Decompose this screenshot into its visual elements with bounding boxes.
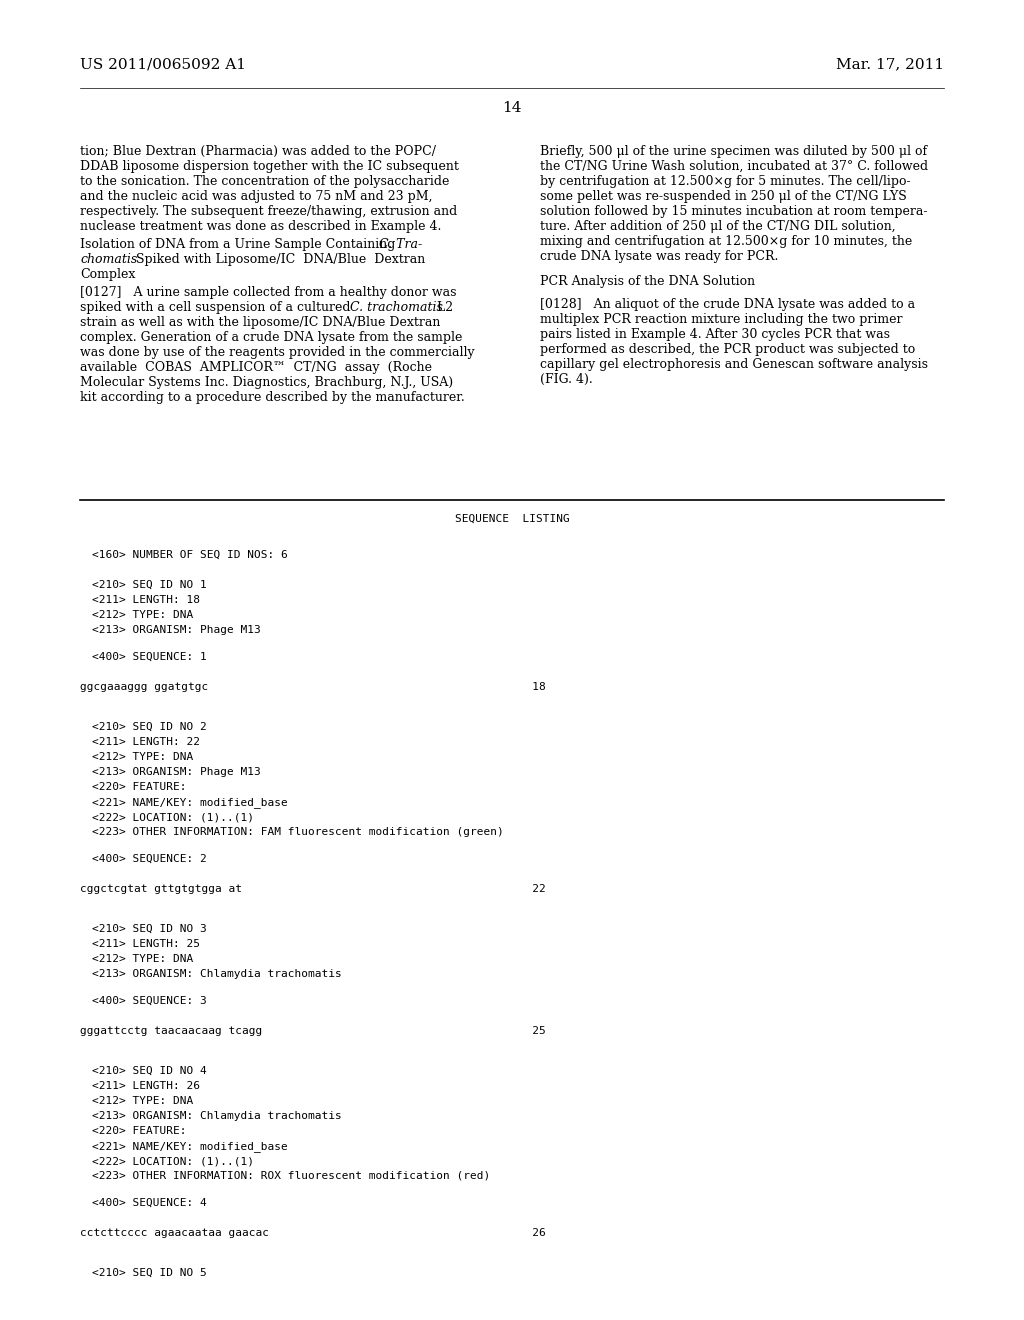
Text: SEQUENCE  LISTING: SEQUENCE LISTING bbox=[455, 513, 569, 524]
Text: ture. After addition of 250 μl of the CT/NG DIL solution,: ture. After addition of 250 μl of the CT… bbox=[540, 220, 896, 234]
Text: Isolation of DNA from a Urine Sample Containing: Isolation of DNA from a Urine Sample Con… bbox=[80, 238, 399, 251]
Text: the CT/NG Urine Wash solution, incubated at 37° C. followed: the CT/NG Urine Wash solution, incubated… bbox=[540, 160, 928, 173]
Text: Complex: Complex bbox=[80, 268, 135, 281]
Text: <212> TYPE: DNA: <212> TYPE: DNA bbox=[92, 610, 194, 620]
Text: Mar. 17, 2011: Mar. 17, 2011 bbox=[836, 57, 944, 71]
Text: <210> SEQ ID NO 4: <210> SEQ ID NO 4 bbox=[92, 1067, 207, 1076]
Text: multiplex PCR reaction mixture including the two primer: multiplex PCR reaction mixture including… bbox=[540, 313, 902, 326]
Text: performed as described, the PCR product was subjected to: performed as described, the PCR product … bbox=[540, 343, 915, 356]
Text: <160> NUMBER OF SEQ ID NOS: 6: <160> NUMBER OF SEQ ID NOS: 6 bbox=[92, 550, 288, 560]
Text: nuclease treatment was done as described in Example 4.: nuclease treatment was done as described… bbox=[80, 220, 441, 234]
Text: <222> LOCATION: (1)..(1): <222> LOCATION: (1)..(1) bbox=[92, 812, 254, 822]
Text: (FIG. 4).: (FIG. 4). bbox=[540, 374, 593, 385]
Text: respectively. The subsequent freeze/thawing, extrusion and: respectively. The subsequent freeze/thaw… bbox=[80, 205, 458, 218]
Text: chomatis: chomatis bbox=[80, 253, 137, 267]
Text: <210> SEQ ID NO 5: <210> SEQ ID NO 5 bbox=[92, 1269, 207, 1278]
Text: <223> OTHER INFORMATION: ROX fluorescent modification (red): <223> OTHER INFORMATION: ROX fluorescent… bbox=[92, 1171, 490, 1181]
Text: <400> SEQUENCE: 3: <400> SEQUENCE: 3 bbox=[92, 997, 207, 1006]
Text: <213> ORGANISM: Chlamydia trachomatis: <213> ORGANISM: Chlamydia trachomatis bbox=[92, 969, 342, 979]
Text: Spiked with Liposome/IC  DNA/Blue  Dextran: Spiked with Liposome/IC DNA/Blue Dextran bbox=[132, 253, 425, 267]
Text: tion; Blue Dextran (Pharmacia) was added to the POPC/: tion; Blue Dextran (Pharmacia) was added… bbox=[80, 145, 436, 158]
Text: C. Tra-: C. Tra- bbox=[379, 238, 422, 251]
Text: [0128]   An aliquot of the crude DNA lysate was added to a: [0128] An aliquot of the crude DNA lysat… bbox=[540, 298, 915, 312]
Text: DDAB liposome dispersion together with the IC subsequent: DDAB liposome dispersion together with t… bbox=[80, 160, 459, 173]
Text: [0127]   A urine sample collected from a healthy donor was: [0127] A urine sample collected from a h… bbox=[80, 286, 457, 300]
Text: by centrifugation at 12.500×g for 5 minutes. The cell/lipo-: by centrifugation at 12.500×g for 5 minu… bbox=[540, 176, 910, 187]
Text: was done by use of the reagents provided in the commercially: was done by use of the reagents provided… bbox=[80, 346, 475, 359]
Text: <213> ORGANISM: Chlamydia trachomatis: <213> ORGANISM: Chlamydia trachomatis bbox=[92, 1111, 342, 1121]
Text: <211> LENGTH: 26: <211> LENGTH: 26 bbox=[92, 1081, 200, 1092]
Text: <210> SEQ ID NO 2: <210> SEQ ID NO 2 bbox=[92, 722, 207, 733]
Text: <220> FEATURE:: <220> FEATURE: bbox=[92, 781, 186, 792]
Text: complex. Generation of a crude DNA lysate from the sample: complex. Generation of a crude DNA lysat… bbox=[80, 331, 463, 345]
Text: gggattcctg taacaacaag tcagg                                        25: gggattcctg taacaacaag tcagg 25 bbox=[80, 1026, 546, 1036]
Text: <211> LENGTH: 22: <211> LENGTH: 22 bbox=[92, 737, 200, 747]
Text: Molecular Systems Inc. Diagnostics, Brachburg, N.J., USA): Molecular Systems Inc. Diagnostics, Brac… bbox=[80, 376, 454, 389]
Text: <400> SEQUENCE: 4: <400> SEQUENCE: 4 bbox=[92, 1199, 207, 1208]
Text: crude DNA lysate was ready for PCR.: crude DNA lysate was ready for PCR. bbox=[540, 249, 778, 263]
Text: 14: 14 bbox=[502, 102, 522, 115]
Text: <220> FEATURE:: <220> FEATURE: bbox=[92, 1126, 186, 1137]
Text: available  COBAS  AMPLICOR™  CT/NG  assay  (Roche: available COBAS AMPLICOR™ CT/NG assay (R… bbox=[80, 360, 432, 374]
Text: solution followed by 15 minutes incubation at room tempera-: solution followed by 15 minutes incubati… bbox=[540, 205, 928, 218]
Text: <211> LENGTH: 18: <211> LENGTH: 18 bbox=[92, 595, 200, 605]
Text: <223> OTHER INFORMATION: FAM fluorescent modification (green): <223> OTHER INFORMATION: FAM fluorescent… bbox=[92, 828, 504, 837]
Text: to the sonication. The concentration of the polysaccharide: to the sonication. The concentration of … bbox=[80, 176, 450, 187]
Text: strain as well as with the liposome/IC DNA/Blue Dextran: strain as well as with the liposome/IC D… bbox=[80, 315, 440, 329]
Text: cggctcgtat gttgtgtgga at                                           22: cggctcgtat gttgtgtgga at 22 bbox=[80, 884, 546, 894]
Text: cctcttcccc agaacaataa gaacac                                       26: cctcttcccc agaacaataa gaacac 26 bbox=[80, 1228, 546, 1238]
Text: kit according to a procedure described by the manufacturer.: kit according to a procedure described b… bbox=[80, 391, 465, 404]
Text: <222> LOCATION: (1)..(1): <222> LOCATION: (1)..(1) bbox=[92, 1156, 254, 1166]
Text: <210> SEQ ID NO 3: <210> SEQ ID NO 3 bbox=[92, 924, 207, 935]
Text: PCR Analysis of the DNA Solution: PCR Analysis of the DNA Solution bbox=[540, 275, 755, 288]
Text: Briefly, 500 μl of the urine specimen was diluted by 500 μl of: Briefly, 500 μl of the urine specimen wa… bbox=[540, 145, 927, 158]
Text: <400> SEQUENCE: 2: <400> SEQUENCE: 2 bbox=[92, 854, 207, 865]
Text: pairs listed in Example 4. After 30 cycles PCR that was: pairs listed in Example 4. After 30 cycl… bbox=[540, 327, 890, 341]
Text: <400> SEQUENCE: 1: <400> SEQUENCE: 1 bbox=[92, 652, 207, 663]
Text: <221> NAME/KEY: modified_base: <221> NAME/KEY: modified_base bbox=[92, 797, 288, 808]
Text: L2: L2 bbox=[433, 301, 454, 314]
Text: <221> NAME/KEY: modified_base: <221> NAME/KEY: modified_base bbox=[92, 1140, 288, 1152]
Text: <212> TYPE: DNA: <212> TYPE: DNA bbox=[92, 752, 194, 762]
Text: ggcgaaaggg ggatgtgc                                                18: ggcgaaaggg ggatgtgc 18 bbox=[80, 682, 546, 692]
Text: some pellet was re-suspended in 250 μl of the CT/NG LYS: some pellet was re-suspended in 250 μl o… bbox=[540, 190, 906, 203]
Text: spiked with a cell suspension of a cultured: spiked with a cell suspension of a cultu… bbox=[80, 301, 354, 314]
Text: and the nucleic acid was adjusted to 75 nM and 23 pM,: and the nucleic acid was adjusted to 75 … bbox=[80, 190, 432, 203]
Text: <213> ORGANISM: Phage M13: <213> ORGANISM: Phage M13 bbox=[92, 624, 261, 635]
Text: capillary gel electrophoresis and Genescan software analysis: capillary gel electrophoresis and Genesc… bbox=[540, 358, 928, 371]
Text: C. trachomatis: C. trachomatis bbox=[350, 301, 442, 314]
Text: <210> SEQ ID NO 1: <210> SEQ ID NO 1 bbox=[92, 579, 207, 590]
Text: <211> LENGTH: 25: <211> LENGTH: 25 bbox=[92, 939, 200, 949]
Text: mixing and centrifugation at 12.500×g for 10 minutes, the: mixing and centrifugation at 12.500×g fo… bbox=[540, 235, 912, 248]
Text: <213> ORGANISM: Phage M13: <213> ORGANISM: Phage M13 bbox=[92, 767, 261, 777]
Text: US 2011/0065092 A1: US 2011/0065092 A1 bbox=[80, 57, 246, 71]
Text: <212> TYPE: DNA: <212> TYPE: DNA bbox=[92, 1096, 194, 1106]
Text: <212> TYPE: DNA: <212> TYPE: DNA bbox=[92, 954, 194, 964]
